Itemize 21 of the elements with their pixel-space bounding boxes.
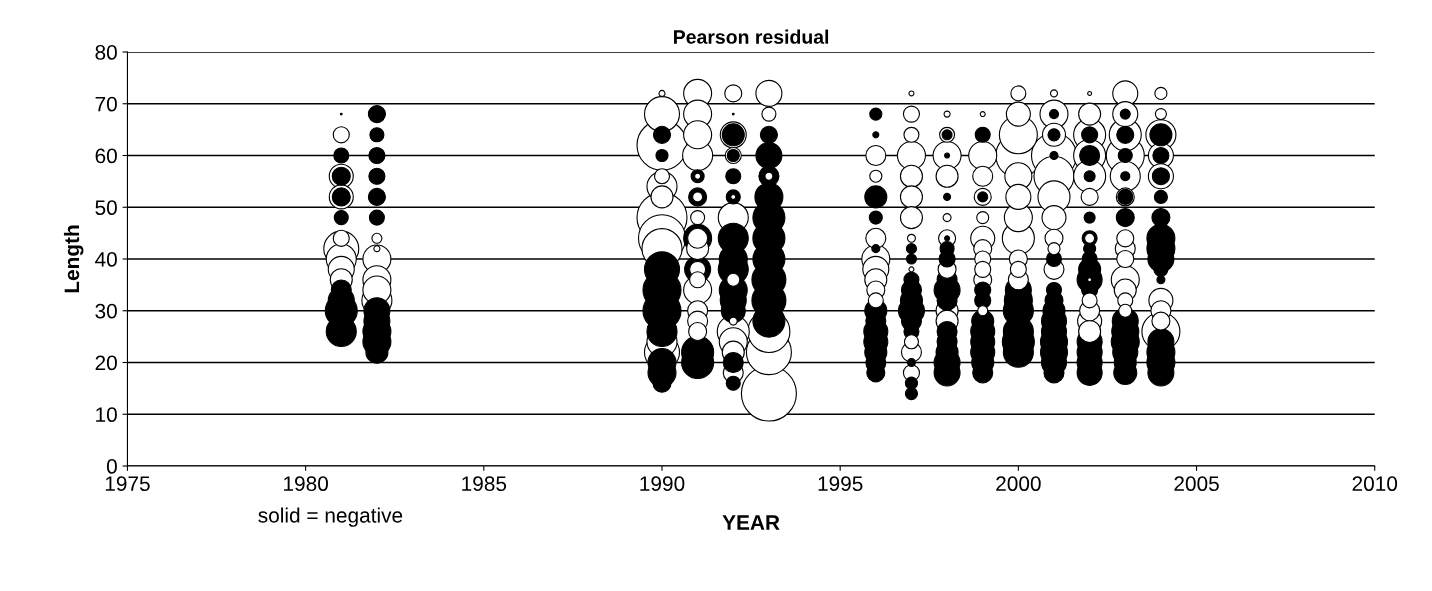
y-tick-label: 40 <box>95 252 117 267</box>
chart-title: Pearson residual <box>674 29 829 44</box>
x-tick-label: 1975 <box>105 476 150 492</box>
x-tick-label: 1985 <box>462 476 507 492</box>
x-tick-label: 1990 <box>640 476 685 492</box>
x-tick-label: 2005 <box>1174 476 1219 492</box>
y-tick-label: 10 <box>96 407 117 423</box>
y-tick-label: 60 <box>95 148 117 164</box>
x-tick-label: 2000 <box>996 476 1041 492</box>
x-axis-title: YEAR <box>722 515 780 530</box>
y-axis-title: Length <box>63 225 84 293</box>
x-tick-label: 1980 <box>284 476 328 492</box>
y-tick-label: 20 <box>95 355 117 371</box>
text: solid = negative <box>258 507 403 527</box>
y-tick-label: 50 <box>95 200 117 216</box>
y-tick-label: 80 <box>95 45 117 60</box>
y-tick-label: 30 <box>95 303 117 319</box>
y-tick-label: 70 <box>95 96 117 112</box>
x-tick-label: 2010 <box>1352 476 1398 492</box>
x-tick-label: 1995 <box>818 476 863 492</box>
y-tick-label: 0 <box>106 459 117 474</box>
